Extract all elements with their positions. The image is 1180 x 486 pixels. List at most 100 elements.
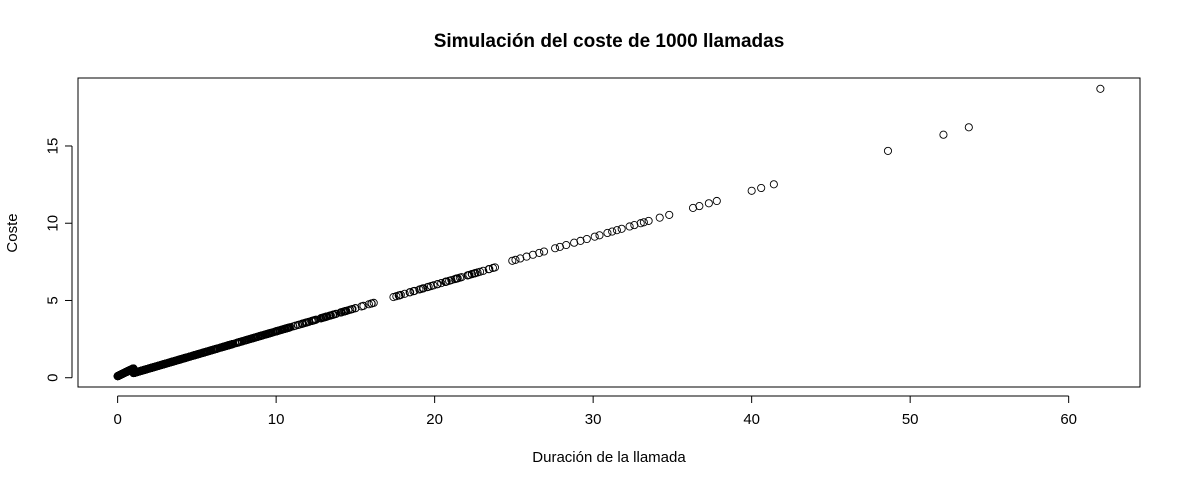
data-point bbox=[284, 323, 293, 332]
data-point bbox=[625, 222, 634, 231]
data-point bbox=[256, 331, 265, 341]
data-point bbox=[317, 314, 326, 323]
data-point bbox=[555, 242, 564, 251]
data-point bbox=[351, 304, 360, 313]
data-point bbox=[433, 280, 442, 289]
x-tick-label: 10 bbox=[268, 411, 285, 428]
x-tick-label: 50 bbox=[902, 411, 919, 428]
data-point bbox=[516, 254, 525, 263]
data-point bbox=[576, 236, 585, 245]
data-point bbox=[199, 348, 208, 357]
data-point bbox=[644, 216, 653, 225]
data-point bbox=[437, 279, 446, 288]
data-point bbox=[336, 308, 346, 317]
data-point bbox=[147, 363, 157, 372]
data-point bbox=[237, 337, 246, 346]
x-tick-label: 20 bbox=[426, 411, 443, 428]
data-point bbox=[369, 298, 378, 307]
y-tick-label: 0 bbox=[45, 374, 62, 382]
data-point bbox=[467, 270, 477, 279]
data-point bbox=[341, 307, 350, 316]
data-point bbox=[389, 293, 398, 302]
data-point bbox=[636, 219, 645, 228]
data-point bbox=[688, 203, 698, 212]
x-tick-label: 40 bbox=[743, 411, 760, 428]
data-point bbox=[321, 312, 330, 321]
data-point bbox=[182, 353, 191, 362]
data-point bbox=[595, 231, 604, 240]
data-point bbox=[193, 350, 202, 359]
data-point bbox=[289, 322, 298, 331]
data-point bbox=[473, 268, 482, 277]
data-point bbox=[186, 352, 195, 361]
x-tick-label: 30 bbox=[585, 411, 602, 428]
data-point bbox=[590, 232, 599, 241]
data-point bbox=[769, 180, 778, 189]
data-point bbox=[346, 305, 355, 314]
data-point bbox=[655, 213, 664, 222]
data-point bbox=[964, 123, 973, 132]
data-point bbox=[630, 221, 639, 230]
x-tick-label: 0 bbox=[113, 411, 121, 428]
data-point bbox=[202, 347, 211, 356]
data-point bbox=[293, 320, 303, 330]
data-point bbox=[612, 226, 621, 235]
data-point bbox=[223, 341, 233, 350]
data-point bbox=[528, 250, 537, 259]
data-point bbox=[242, 336, 251, 345]
data-point bbox=[405, 288, 414, 297]
data-point bbox=[141, 365, 150, 374]
data-point bbox=[712, 196, 721, 206]
data-point bbox=[617, 224, 626, 233]
plot-frame bbox=[77, 77, 1141, 388]
data-point bbox=[174, 355, 183, 364]
data-point bbox=[423, 283, 432, 292]
data-point bbox=[429, 281, 438, 290]
data-point bbox=[539, 247, 549, 256]
x-tick-label: 60 bbox=[1060, 411, 1077, 428]
data-point bbox=[608, 227, 617, 236]
data-point bbox=[511, 255, 520, 264]
data-point bbox=[535, 248, 544, 257]
data-point bbox=[302, 318, 311, 327]
data-point bbox=[490, 263, 500, 272]
data-point bbox=[261, 330, 270, 339]
data-point bbox=[522, 252, 531, 261]
data-point bbox=[551, 244, 560, 253]
data-point bbox=[359, 301, 368, 310]
data-point bbox=[570, 238, 579, 247]
y-axis-label: Coste bbox=[4, 213, 21, 252]
data-point bbox=[695, 202, 704, 211]
data-point bbox=[508, 256, 517, 265]
data-point bbox=[939, 130, 948, 139]
data-point bbox=[450, 275, 459, 284]
data-point bbox=[400, 289, 409, 298]
data-point bbox=[603, 228, 612, 238]
x-axis: 0 10 20 30 40 50 60 bbox=[113, 395, 1077, 428]
data-point bbox=[582, 234, 591, 244]
data-point bbox=[665, 210, 674, 219]
y-axis: 0 5 10 15 bbox=[45, 138, 73, 382]
data-point bbox=[125, 366, 134, 375]
data-point bbox=[562, 240, 571, 250]
data-points bbox=[113, 84, 1105, 381]
data-point bbox=[189, 351, 198, 360]
y-tick-label: 15 bbox=[45, 138, 62, 155]
data-point bbox=[212, 344, 221, 353]
data-point bbox=[704, 199, 713, 208]
data-point bbox=[442, 277, 451, 286]
data-point bbox=[639, 218, 648, 227]
data-point bbox=[1096, 84, 1105, 93]
data-point bbox=[120, 368, 129, 377]
data-point bbox=[298, 319, 307, 328]
data-point bbox=[232, 338, 241, 347]
data-point bbox=[757, 183, 766, 193]
data-point bbox=[326, 311, 335, 320]
data-point bbox=[158, 360, 167, 369]
x-axis-label: Duración de la llamada bbox=[532, 449, 686, 466]
y-tick-label: 10 bbox=[45, 215, 62, 232]
data-point bbox=[162, 359, 171, 368]
data-point bbox=[227, 340, 236, 349]
data-point bbox=[485, 264, 494, 274]
